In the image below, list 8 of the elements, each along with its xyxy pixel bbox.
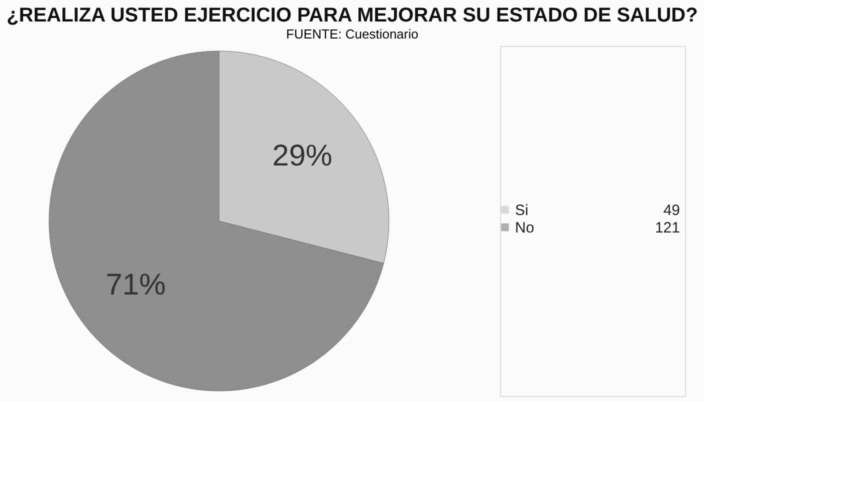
legend-label: Si (515, 202, 528, 219)
source-note: FUENTE: Cuestionario (286, 26, 418, 42)
text: 121 (654, 219, 680, 236)
text: 49 (663, 202, 680, 219)
data-label: 29% (272, 139, 332, 172)
data-label: 71% (106, 268, 166, 302)
legend-label: No (515, 219, 534, 236)
chart-title: ¿REALIZA USTED EJERCICIO PARA MEJORAR SU ESTADO DE SALUD? (6, 4, 698, 26)
